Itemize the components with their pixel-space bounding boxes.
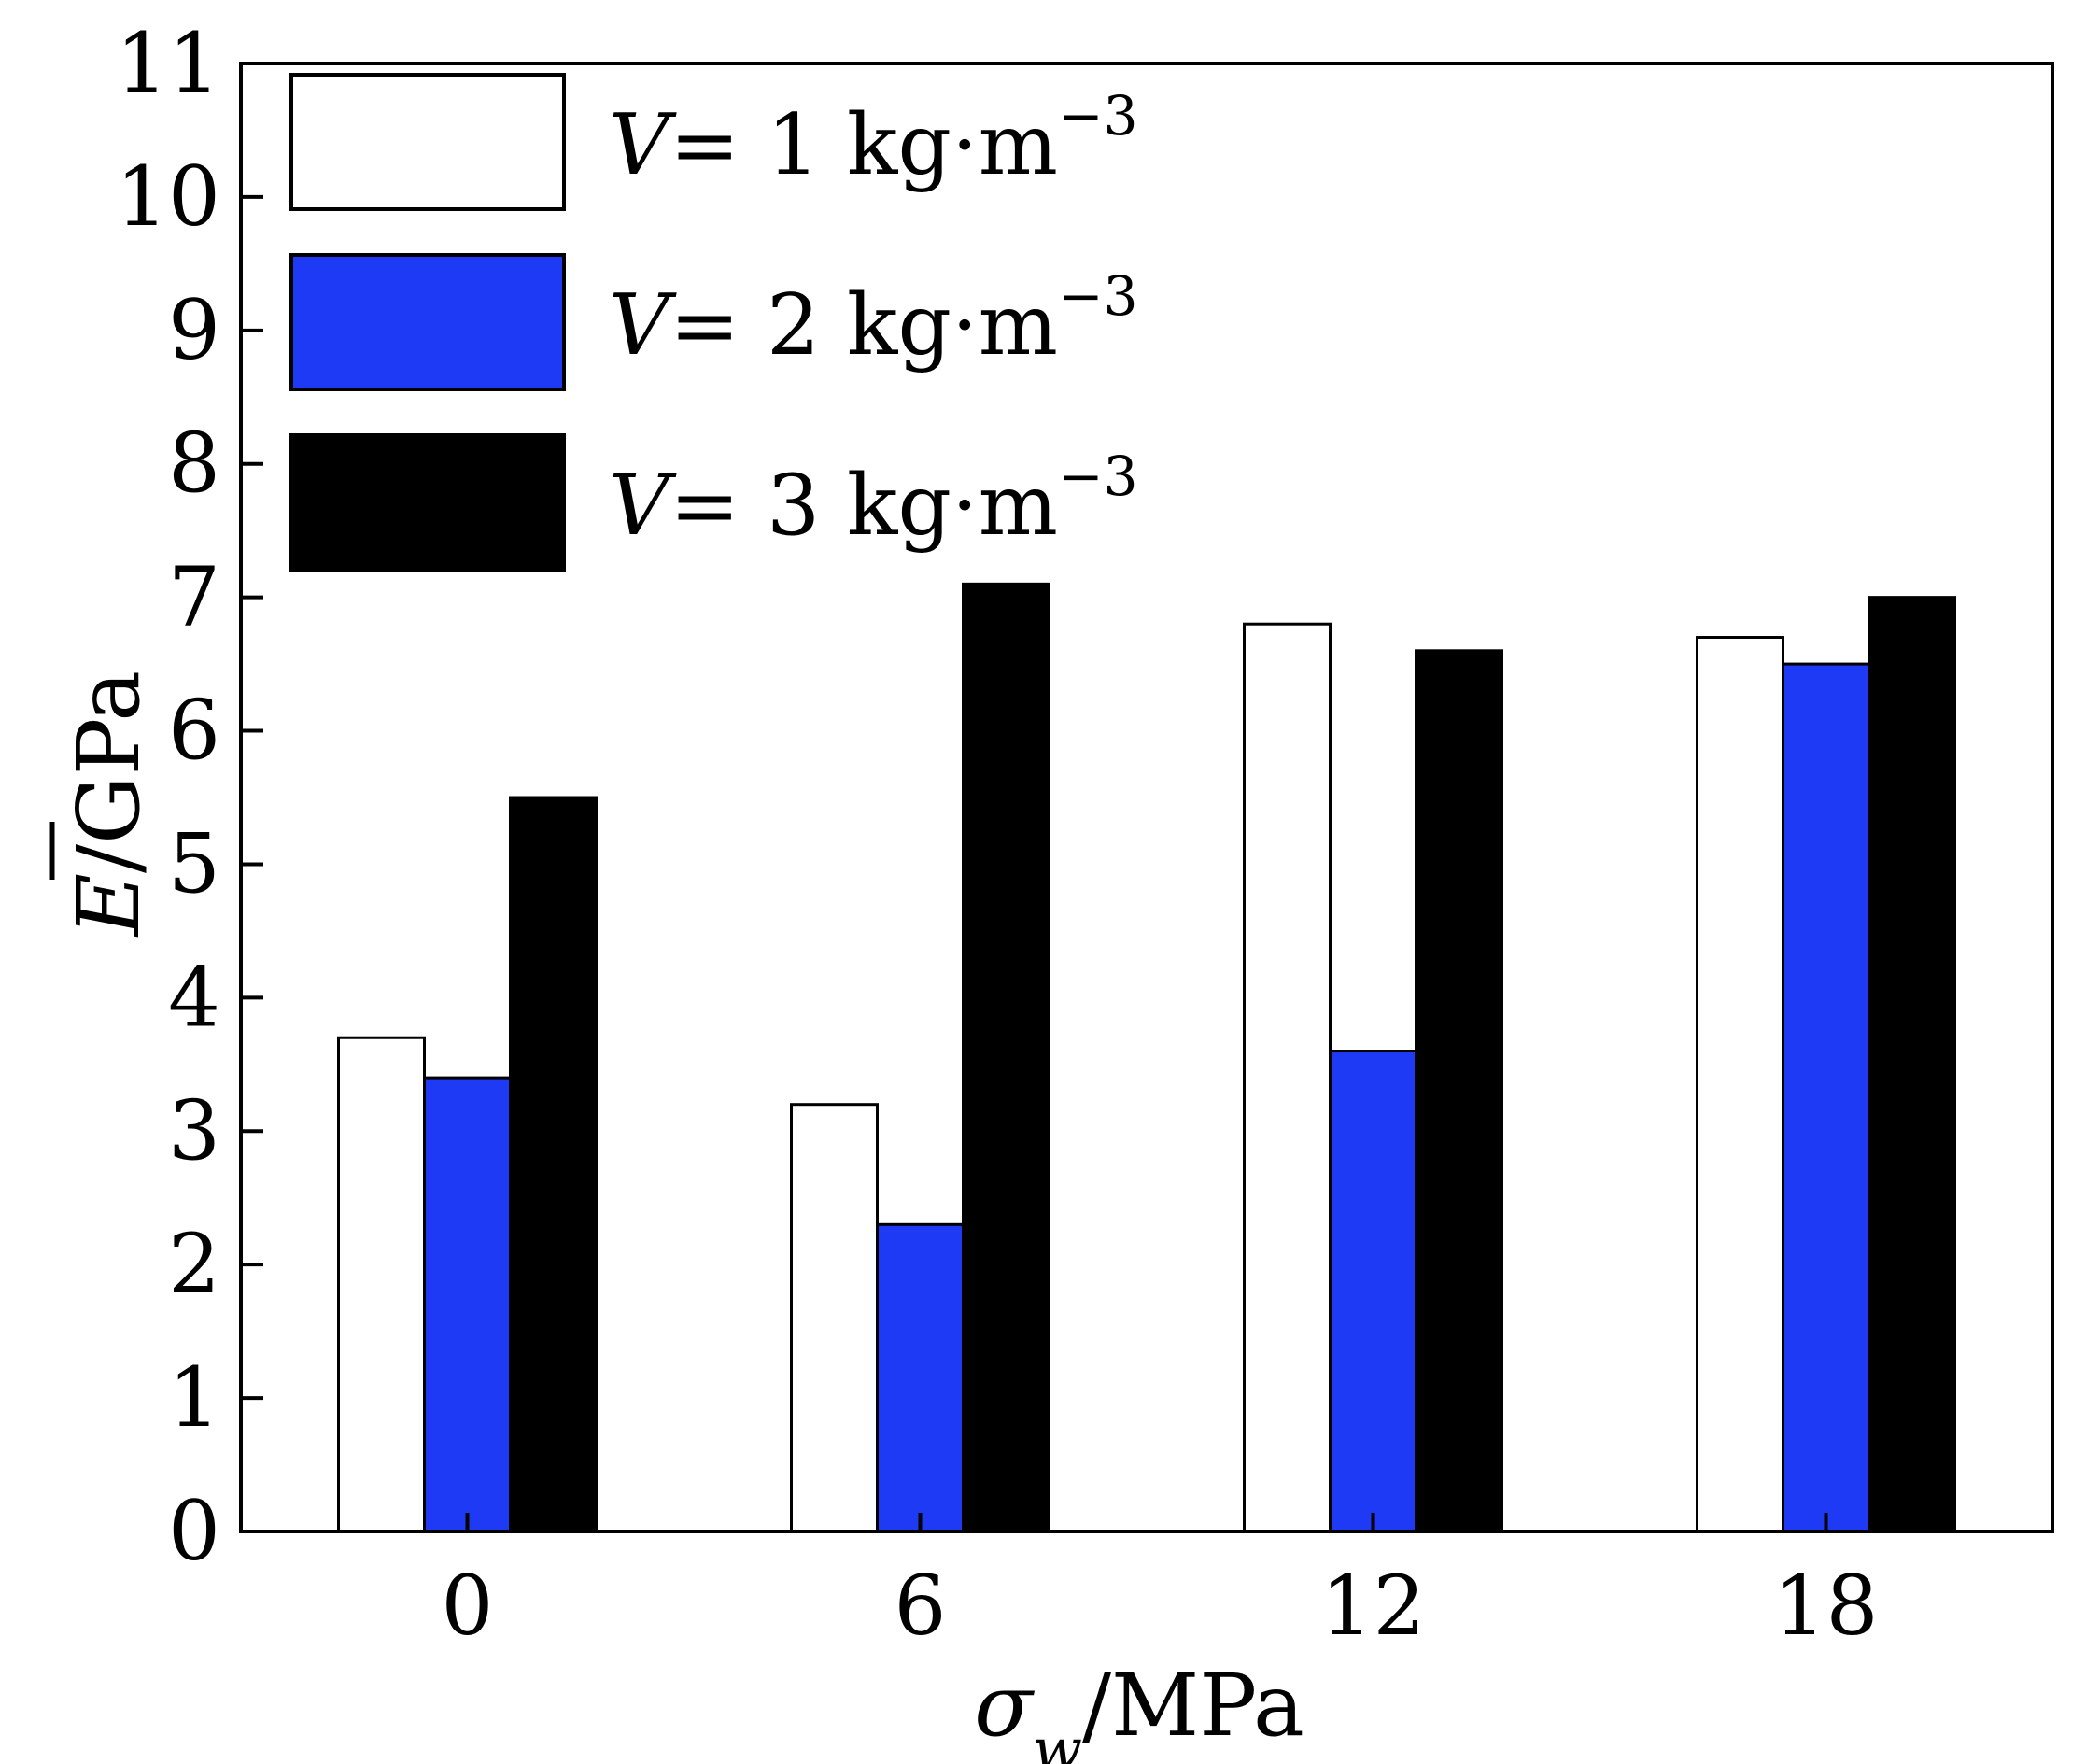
- x-tick-label: 12: [1321, 1558, 1426, 1654]
- bar-series-2-cat-18: [1782, 662, 1870, 1533]
- legend: V= 1 kg·m−3V= 2 kg·m−3V= 3 kg·m−3: [289, 73, 1138, 572]
- legend-variable: V: [609, 457, 677, 555]
- y-tick-label: 4: [168, 949, 220, 1045]
- bar-series-2-cat-12: [1329, 1050, 1417, 1533]
- bars-group: [337, 582, 1956, 1533]
- x-axis-symbol: σ: [974, 1656, 1035, 1756]
- y-tick-label: 2: [168, 1216, 220, 1312]
- x-axis: 0 6 12 18: [442, 1513, 1879, 1654]
- y-tick-label: 7: [168, 549, 220, 645]
- bar-series-2-cat-0: [423, 1076, 512, 1533]
- legend-label-2: V= 2 kg·m−3: [609, 264, 1138, 374]
- legend-swatch-2: [289, 253, 566, 391]
- y-axis: 0 1 2 3 4 5 6 7 8 9 10 11: [116, 15, 263, 1579]
- legend-value: = 2 kg·m: [669, 276, 1058, 374]
- bar-series-3-cat-12: [1415, 649, 1503, 1533]
- legend-exponent: −3: [1058, 84, 1138, 148]
- y-tick-label: 6: [168, 683, 220, 779]
- y-tick-label: 8: [168, 416, 220, 512]
- svg-text:E/GPa: E/GPa: [59, 670, 159, 938]
- y-tick-label: 11: [116, 15, 220, 111]
- y-tick-label: 1: [168, 1349, 220, 1446]
- legend-label-3: V= 3 kg·m−3: [609, 445, 1138, 555]
- bar-series-1-cat-0: [337, 1036, 426, 1533]
- legend-value: = 1 kg·m: [669, 96, 1058, 194]
- legend-exponent: −3: [1058, 264, 1138, 328]
- x-tick-label: 0: [442, 1558, 494, 1654]
- bar-series-1-cat-12: [1243, 622, 1332, 1533]
- bar-series-1-cat-18: [1696, 636, 1784, 1533]
- y-axis-unit: /GPa: [59, 670, 159, 873]
- legend-swatch-3: [289, 433, 566, 572]
- bar-series-2-cat-6: [876, 1222, 965, 1533]
- legend-exponent: −3: [1058, 445, 1138, 508]
- y-tick-label: 5: [168, 815, 220, 911]
- legend-variable: V: [609, 96, 677, 194]
- y-tick-label: 0: [168, 1483, 220, 1579]
- x-tick-label: 6: [895, 1558, 947, 1654]
- y-tick-label: 10: [116, 148, 220, 245]
- y-axis-title: E/GPa: [49, 670, 159, 938]
- bar-series-3-cat-6: [962, 582, 1050, 1533]
- legend-label-1: V= 1 kg·m−3: [609, 84, 1138, 194]
- y-axis-symbol: E: [59, 873, 159, 938]
- y-tick-label: 3: [168, 1082, 220, 1178]
- plot-frame: [239, 62, 2054, 1533]
- x-tick-label: 18: [1774, 1558, 1879, 1654]
- legend-variable: V: [609, 276, 677, 374]
- x-axis-unit: /MPa: [1082, 1656, 1304, 1756]
- bar-series-3-cat-18: [1868, 596, 1956, 1533]
- legend-value: = 3 kg·m: [669, 457, 1058, 555]
- y-tick-label: 9: [168, 282, 220, 378]
- legend-swatch-1: [289, 73, 566, 211]
- x-axis-title: σw/MPa: [974, 1656, 1304, 1764]
- bar-series-1-cat-6: [790, 1103, 879, 1533]
- bar-series-3-cat-0: [509, 796, 598, 1533]
- x-axis-subscript: w: [1033, 1715, 1082, 1764]
